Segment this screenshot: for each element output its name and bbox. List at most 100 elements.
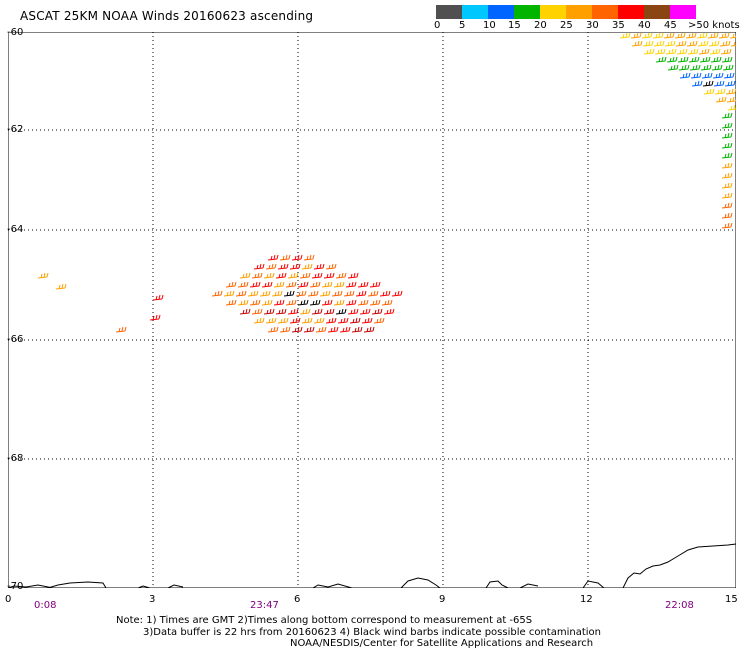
wind-barb bbox=[630, 32, 642, 39]
wind-barb bbox=[363, 326, 375, 333]
x-axis-label: 0 bbox=[5, 594, 12, 605]
wind-barb bbox=[685, 32, 697, 39]
wind-barb bbox=[642, 40, 654, 47]
wind-barb bbox=[721, 172, 733, 179]
wind-barb bbox=[721, 222, 733, 229]
wind-barb bbox=[345, 281, 357, 288]
wind-barb bbox=[699, 56, 711, 63]
wind-barb bbox=[337, 317, 349, 324]
wind-barb bbox=[287, 272, 299, 279]
wind-barb bbox=[299, 272, 311, 279]
wind-barb bbox=[381, 299, 393, 306]
wind-barb bbox=[249, 299, 261, 306]
wind-barb bbox=[273, 281, 285, 288]
colorbar-labels: 0 5 10 15 20 25 30 35 40 45 >50 knots bbox=[428, 20, 740, 34]
wind-barb bbox=[287, 308, 299, 315]
wind-barb bbox=[235, 290, 247, 297]
footnote-line-1: Note: 1) Times are GMT 2)Times along bot… bbox=[116, 615, 533, 626]
wind-barb bbox=[315, 326, 327, 333]
graticule-grid bbox=[8, 32, 736, 588]
wind-barb bbox=[696, 32, 708, 39]
wind-barb bbox=[301, 263, 313, 270]
wind-barb bbox=[700, 64, 712, 71]
wind-barb bbox=[361, 317, 373, 324]
wind-barb bbox=[237, 281, 249, 288]
wind-barb bbox=[239, 308, 251, 315]
wind-barb bbox=[289, 263, 301, 270]
wind-barb bbox=[247, 290, 259, 297]
colorbar-segment bbox=[462, 5, 488, 19]
wind-barb bbox=[307, 290, 319, 297]
colorbar-label: 25 bbox=[560, 20, 573, 31]
wind-barb bbox=[225, 299, 237, 306]
wind-barb bbox=[271, 290, 283, 297]
wind-barb bbox=[343, 290, 355, 297]
wind-barb bbox=[279, 326, 291, 333]
wind-barb bbox=[321, 281, 333, 288]
wind-barb bbox=[321, 299, 333, 306]
wind-barb bbox=[726, 96, 736, 103]
wind-barb bbox=[251, 272, 263, 279]
wind-barb bbox=[357, 299, 369, 306]
wind-barb bbox=[249, 281, 261, 288]
wind-barb bbox=[698, 48, 710, 55]
wind-barb bbox=[263, 272, 275, 279]
wind-barb bbox=[267, 326, 279, 333]
wind-barb bbox=[373, 317, 385, 324]
wind-barb bbox=[691, 80, 703, 87]
wind-barb bbox=[349, 317, 361, 324]
wind-barb bbox=[724, 80, 736, 87]
wind-barb bbox=[652, 32, 664, 39]
wind-barb bbox=[311, 272, 323, 279]
wind-barb bbox=[710, 56, 722, 63]
wind-barb bbox=[702, 80, 714, 87]
wind-barb bbox=[265, 263, 277, 270]
wind-barb bbox=[265, 317, 277, 324]
wind-barb bbox=[285, 299, 297, 306]
colorbar-segment bbox=[592, 5, 618, 19]
colorbar-label: 5 bbox=[459, 20, 466, 31]
colorbar-segment bbox=[436, 5, 462, 19]
latitude-label: -64 bbox=[7, 224, 24, 235]
wind-barb bbox=[295, 290, 307, 297]
x-axis-label: 9 bbox=[439, 594, 446, 605]
wind-barb bbox=[297, 281, 309, 288]
wind-barb bbox=[643, 48, 655, 55]
wind-barb bbox=[709, 48, 721, 55]
latitude-label: -60 bbox=[7, 27, 24, 38]
wind-barb bbox=[275, 272, 287, 279]
wind-barb bbox=[371, 308, 383, 315]
wind-barb bbox=[367, 290, 379, 297]
wind-barb bbox=[667, 64, 679, 71]
latitude-label: -70 bbox=[7, 581, 24, 592]
colorbar-label: 45 bbox=[664, 20, 677, 31]
wind-barb bbox=[325, 263, 337, 270]
wind-barb bbox=[687, 48, 699, 55]
wind-barb bbox=[253, 263, 265, 270]
wind-barb bbox=[55, 283, 67, 290]
wind-barb bbox=[275, 308, 287, 315]
wind-barb bbox=[688, 56, 700, 63]
wind-barb bbox=[331, 290, 343, 297]
wind-barb bbox=[325, 317, 337, 324]
wind-barb bbox=[359, 308, 371, 315]
colorbar-segment bbox=[514, 5, 540, 19]
wind-barb bbox=[631, 40, 643, 47]
wind-barb bbox=[729, 33, 736, 39]
colorbar-label: 40 bbox=[638, 20, 651, 31]
wind-barb bbox=[347, 272, 359, 279]
wind-barb bbox=[678, 64, 690, 71]
wind-barb bbox=[718, 32, 730, 39]
wind-barb bbox=[391, 290, 403, 297]
wind-barb bbox=[37, 272, 49, 279]
wind-barb bbox=[303, 326, 315, 333]
wind-barb bbox=[690, 72, 702, 79]
wind-barb bbox=[675, 40, 687, 47]
coastline bbox=[8, 543, 736, 588]
colorbar-segment bbox=[644, 5, 670, 19]
wind-barb bbox=[149, 314, 161, 321]
wind-barb bbox=[115, 326, 127, 333]
wind-barb bbox=[721, 56, 733, 63]
wind-barb bbox=[663, 32, 675, 39]
time-label: 23:47 bbox=[250, 600, 279, 611]
